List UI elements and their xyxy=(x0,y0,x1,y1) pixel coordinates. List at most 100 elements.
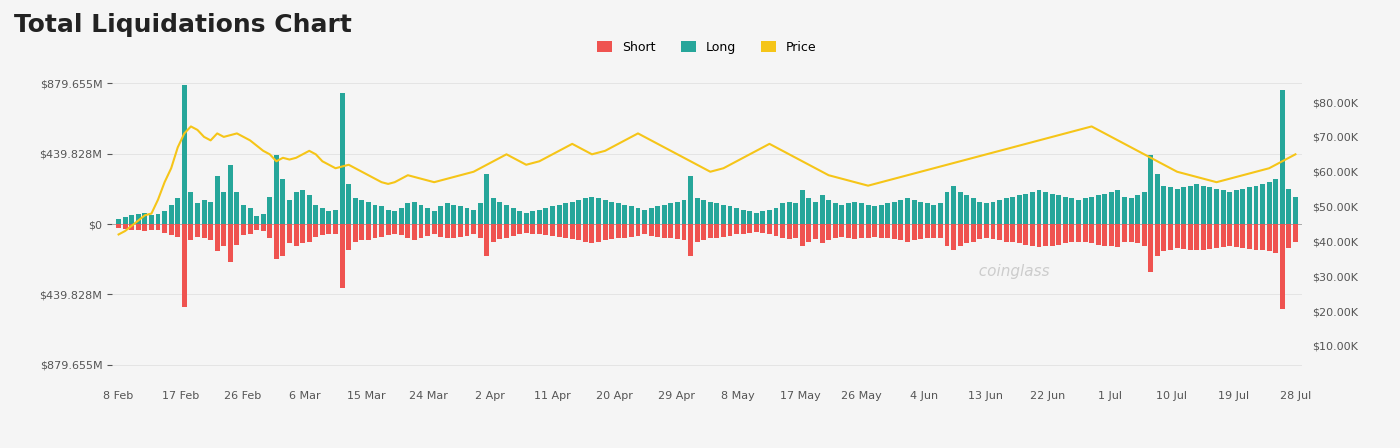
Bar xyxy=(1287,189,1291,224)
Bar xyxy=(321,208,325,224)
Bar xyxy=(589,224,595,243)
Bar xyxy=(1168,187,1173,224)
Bar xyxy=(1294,197,1298,224)
Bar xyxy=(1280,90,1285,224)
Bar xyxy=(189,224,193,240)
Bar xyxy=(1253,224,1259,250)
Bar xyxy=(570,202,574,224)
Bar xyxy=(636,224,640,236)
Bar xyxy=(806,224,812,241)
Bar xyxy=(748,224,752,233)
Bar xyxy=(945,192,949,224)
Bar xyxy=(465,208,469,224)
Bar xyxy=(577,200,581,224)
Bar xyxy=(406,224,410,238)
Bar xyxy=(701,200,706,224)
Bar xyxy=(826,224,832,240)
Bar xyxy=(195,224,200,237)
Bar xyxy=(885,203,890,224)
Bar xyxy=(129,224,134,230)
Bar xyxy=(255,216,259,224)
Bar xyxy=(721,205,727,224)
Bar xyxy=(780,224,785,238)
Bar xyxy=(280,224,286,256)
Bar xyxy=(162,224,167,233)
Bar xyxy=(977,202,983,224)
Bar xyxy=(406,203,410,224)
Bar xyxy=(1056,224,1061,245)
Bar xyxy=(819,195,825,224)
Bar xyxy=(596,224,601,241)
Bar xyxy=(602,224,608,240)
Bar xyxy=(1089,197,1093,224)
Bar xyxy=(787,224,791,239)
Bar xyxy=(1016,195,1022,224)
Bar xyxy=(1004,198,1008,224)
Bar xyxy=(557,224,561,237)
Bar xyxy=(274,224,279,259)
Bar xyxy=(780,203,785,224)
Bar xyxy=(162,211,167,224)
Bar xyxy=(675,224,680,239)
Bar xyxy=(1023,224,1029,245)
Bar xyxy=(846,203,851,224)
Bar xyxy=(708,224,713,238)
Bar xyxy=(596,198,601,224)
Bar xyxy=(872,207,878,224)
Bar xyxy=(945,224,949,246)
Bar xyxy=(687,224,693,256)
Bar xyxy=(1096,195,1100,224)
Bar xyxy=(1121,197,1127,224)
Bar xyxy=(1030,224,1035,246)
Bar xyxy=(392,224,398,233)
Bar xyxy=(497,224,503,239)
Bar xyxy=(123,224,127,229)
Bar xyxy=(550,207,554,224)
Bar xyxy=(904,198,910,224)
Bar xyxy=(484,174,489,224)
Bar xyxy=(412,224,417,240)
Bar xyxy=(1162,185,1166,224)
Bar xyxy=(524,224,529,233)
Bar xyxy=(1128,224,1134,241)
Bar xyxy=(938,224,942,238)
Bar xyxy=(879,205,883,224)
Bar xyxy=(426,208,430,224)
Bar xyxy=(1077,224,1081,241)
Bar xyxy=(280,179,286,224)
Bar xyxy=(853,224,857,239)
Bar xyxy=(931,205,937,224)
Bar xyxy=(1089,224,1093,243)
Bar xyxy=(353,224,358,241)
Bar xyxy=(1043,192,1049,224)
Bar xyxy=(379,224,384,237)
Bar xyxy=(1109,224,1114,246)
Bar xyxy=(491,198,496,224)
Bar xyxy=(372,205,378,224)
Bar xyxy=(1187,185,1193,224)
Bar xyxy=(234,224,239,245)
Bar xyxy=(169,224,174,235)
Bar xyxy=(531,211,535,224)
Bar xyxy=(714,224,720,237)
Bar xyxy=(1214,224,1219,248)
Bar xyxy=(300,190,305,224)
Bar xyxy=(472,224,476,234)
Bar xyxy=(728,224,732,236)
Bar xyxy=(1260,184,1266,224)
Bar xyxy=(155,214,161,224)
Bar xyxy=(892,202,897,224)
Bar xyxy=(1063,197,1068,224)
Bar xyxy=(904,224,910,241)
Bar xyxy=(399,224,403,235)
Bar xyxy=(1135,195,1140,224)
Bar xyxy=(189,192,193,224)
Bar xyxy=(202,224,207,238)
Bar xyxy=(1116,190,1120,224)
Bar xyxy=(728,207,732,224)
Bar xyxy=(438,207,444,224)
Bar xyxy=(958,224,963,246)
Bar xyxy=(169,205,174,224)
Bar xyxy=(155,224,161,230)
Bar xyxy=(379,207,384,224)
